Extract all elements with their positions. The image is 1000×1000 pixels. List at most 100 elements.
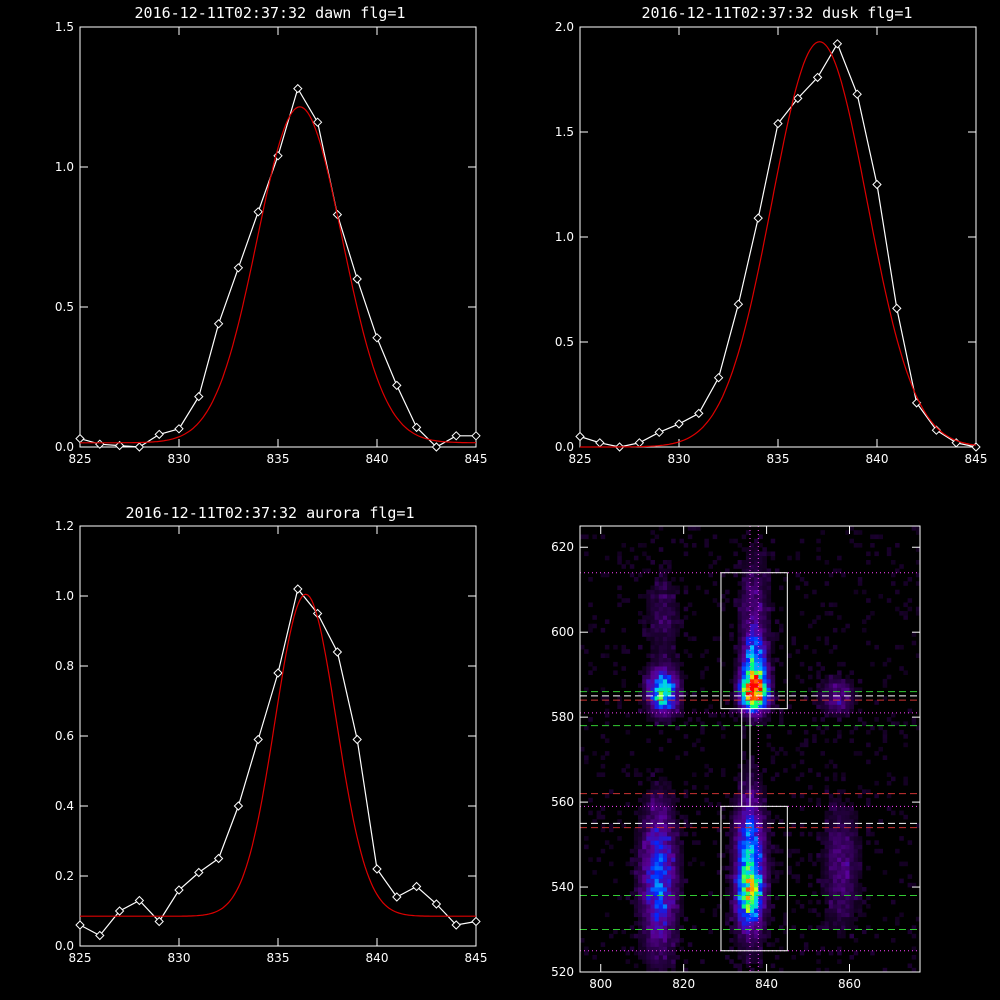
heatmap-cell — [849, 878, 854, 884]
heatmap-cell — [774, 636, 780, 641]
heatmap-cell — [750, 848, 755, 854]
heatmap-cell — [754, 577, 759, 582]
heatmap-cell — [613, 661, 618, 667]
heatmap-cell — [745, 708, 751, 714]
heatmap-cell — [808, 674, 813, 680]
heatmap-cell — [849, 899, 854, 905]
heatmap-cell — [766, 831, 772, 837]
heatmap-cell — [754, 959, 759, 964]
heatmap-cell — [787, 653, 792, 658]
heatmap-cell — [853, 814, 859, 820]
heatmap-cell — [750, 585, 755, 591]
heatmap-cell — [667, 865, 672, 871]
heatmap-cell — [874, 933, 879, 939]
heatmap-cell — [721, 572, 726, 578]
heatmap-cell — [642, 619, 647, 624]
heatmap-cell — [750, 874, 755, 879]
heatmap-cell — [662, 572, 668, 578]
heatmap-cell — [741, 632, 747, 637]
heatmap-cell — [841, 921, 846, 926]
heatmap-cell — [841, 844, 846, 850]
heatmap-cell — [662, 844, 668, 850]
aurora-data-point — [392, 892, 402, 902]
heatmap-cell — [745, 959, 751, 964]
heatmap-cell — [774, 657, 780, 663]
heatmap-cell — [758, 615, 763, 620]
heatmap-cell — [650, 814, 655, 820]
heatmap-cell — [650, 793, 655, 799]
heatmap-cell — [621, 946, 626, 952]
heatmap-cell — [667, 853, 672, 858]
heatmap-cell — [841, 878, 846, 884]
heatmap-cell — [662, 916, 668, 922]
heatmap-cell — [642, 594, 647, 599]
heatmap-cell — [832, 925, 838, 930]
heatmap-cell — [667, 912, 672, 918]
dawn-data-point — [312, 117, 323, 127]
heatmap-cell — [741, 882, 747, 888]
heatmap-cell — [762, 623, 767, 629]
heatmap-cell — [824, 853, 830, 858]
heatmap-cell — [675, 704, 680, 709]
heatmap-cell — [737, 687, 743, 692]
heatmap-cell — [733, 925, 738, 930]
heatmap-cell — [704, 538, 709, 544]
heatmap-cell — [745, 695, 751, 701]
heatmap-cell — [837, 708, 842, 714]
heatmap-cell — [837, 912, 842, 918]
heatmap-cell — [721, 734, 726, 739]
heatmap-cell — [683, 959, 689, 964]
heatmap-cell — [646, 882, 651, 888]
heatmap-cell — [741, 615, 747, 620]
aurora-data-point — [451, 920, 461, 930]
heatmap-cell — [754, 712, 759, 718]
heatmap-cell — [886, 551, 892, 557]
heatmap-cell — [650, 530, 655, 535]
heatmap-cell — [832, 840, 838, 845]
heatmap-cell — [650, 594, 655, 599]
heatmap-cell — [646, 908, 651, 913]
heatmap-cell — [654, 848, 660, 854]
heatmap-cell — [766, 734, 772, 739]
heatmap-cell — [654, 640, 660, 646]
heatmap-cell — [849, 827, 854, 833]
heatmap-cell — [638, 819, 643, 824]
heatmap-cell — [675, 831, 680, 837]
heatmap-cell — [633, 904, 639, 909]
heatmap-cell — [853, 891, 859, 896]
heatmap-cell — [820, 831, 825, 837]
heatmap-cell — [828, 691, 834, 697]
heatmap-cell — [832, 712, 838, 718]
heatmap-cell — [787, 865, 792, 871]
heatmap-cell — [762, 653, 767, 658]
heatmap-cell — [658, 874, 664, 879]
heatmap-cell — [799, 577, 805, 582]
heatmap-cell — [907, 708, 913, 714]
heatmap-cell — [832, 700, 838, 705]
heatmap-cell — [671, 700, 676, 705]
heatmap-cell — [779, 627, 784, 633]
heatmap-cell — [638, 827, 643, 833]
heatmap-cell — [675, 683, 680, 688]
heatmap-cell — [650, 619, 655, 624]
heatmap-cell — [828, 712, 834, 718]
heatmap-cell — [849, 683, 854, 688]
heatmap-cell — [584, 759, 589, 765]
heatmap-cell — [675, 925, 680, 930]
heatmap-cell — [895, 848, 900, 854]
heatmap-cell — [667, 814, 672, 820]
heatmap-cell — [650, 806, 655, 811]
heatmap-cell — [774, 814, 780, 820]
heatmap-cell — [845, 695, 850, 701]
heatmap-cell — [708, 564, 713, 569]
heatmap-cell — [750, 891, 755, 896]
heatmap-cell — [750, 806, 755, 811]
heatmap-cell — [737, 695, 743, 701]
heatmap-cell — [762, 797, 767, 803]
heatmap-cell — [770, 848, 776, 854]
heatmap-cell — [841, 712, 846, 718]
heatmap-cell — [820, 678, 825, 684]
heatmap-cell — [654, 581, 660, 586]
heatmap-cell — [700, 687, 705, 692]
aurora-data-point — [154, 916, 164, 927]
